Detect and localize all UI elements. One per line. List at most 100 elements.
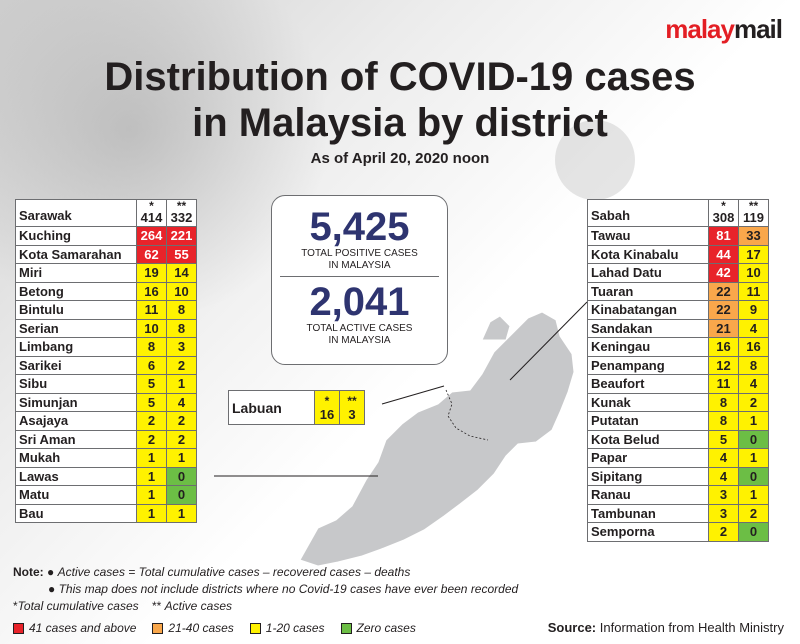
- district-name: Putatan: [587, 411, 709, 431]
- labuan-active: 3: [348, 406, 356, 422]
- district-active: 2: [166, 355, 197, 375]
- district-active: 16: [738, 337, 769, 357]
- district-name: Sarikei: [15, 355, 137, 375]
- page-subtitle: As of April 20, 2020 noon: [310, 150, 490, 167]
- district-total: 42: [708, 263, 739, 283]
- bullet-icon: ●: [48, 582, 56, 596]
- table-row: Kuching 264 221: [15, 226, 197, 246]
- district-total: 3: [708, 503, 739, 523]
- region-name: Sabah: [587, 199, 709, 227]
- district-total: 5: [136, 392, 167, 412]
- total-active-value: 2,041: [309, 280, 410, 324]
- district-name: Asajaya: [15, 411, 137, 431]
- district-name: Kinabatangan: [587, 300, 709, 320]
- district-active: 3: [166, 337, 197, 357]
- district-name: Papar: [587, 448, 709, 468]
- footnote-1: Total cumulative cases: [17, 599, 139, 613]
- table-row: Papar 4 1: [587, 448, 769, 468]
- legend-item: 1-20 cases: [249, 621, 325, 635]
- table-row: Beaufort 11 4: [587, 374, 769, 394]
- district-name: Tambunan: [587, 503, 709, 523]
- table-row: Mukah 1 1: [15, 448, 197, 468]
- district-name: Sibu: [15, 374, 137, 394]
- district-active: 8: [166, 300, 197, 320]
- table-row: Betong 16 10: [15, 281, 197, 301]
- table-row: Limbang 8 3: [15, 337, 197, 357]
- legend-label: 1-20 cases: [265, 621, 325, 635]
- sabah-leader-line: [509, 301, 588, 381]
- table-row: Tambunan 3 2: [587, 503, 769, 523]
- footnote-2: Active cases: [164, 599, 233, 613]
- table-row: Sipitang 4 0: [587, 466, 769, 486]
- column-marker-active: **: [748, 199, 759, 213]
- district-active: 1: [738, 485, 769, 505]
- virus-icon: [555, 120, 635, 200]
- table-row: Matu 1 0: [15, 485, 197, 505]
- district-name: Miri: [15, 263, 137, 283]
- district-total: 5: [708, 429, 739, 449]
- district-active: 2: [738, 392, 769, 412]
- footnote-2-mark: **: [151, 599, 162, 613]
- total-positive-label-2: IN MALAYSIA: [328, 260, 391, 271]
- district-name: Sandakan: [587, 318, 709, 338]
- total-active-label-2: IN MALAYSIA: [328, 335, 391, 346]
- source-credit: Source: Information from Health Ministry: [547, 620, 784, 635]
- district-active: 0: [166, 485, 197, 505]
- national-totals-box: 5,425 TOTAL POSITIVE CASES IN MALAYSIA 2…: [271, 195, 448, 365]
- region-total: 308: [712, 210, 735, 225]
- labuan-total: 16: [319, 406, 335, 422]
- district-active: 4: [738, 318, 769, 338]
- legend-item: Zero cases: [340, 621, 416, 635]
- table-row: Miri 19 14: [15, 263, 197, 283]
- labuan-leader-line: [381, 385, 445, 405]
- district-active: 1: [166, 448, 197, 468]
- table-row: Semporna 2 0: [587, 522, 769, 542]
- table-row: Asajaya 2 2: [15, 411, 197, 431]
- column-marker-active: **: [347, 393, 357, 408]
- district-active: 14: [166, 263, 197, 283]
- column-marker-total: *: [324, 393, 330, 408]
- region-active: 332: [170, 210, 193, 225]
- district-name: Matu: [15, 485, 137, 505]
- district-total: 21: [708, 318, 739, 338]
- district-total: 16: [136, 281, 167, 301]
- table-row: Kunak 8 2: [587, 392, 769, 412]
- district-active: 0: [738, 429, 769, 449]
- district-name: Keningau: [587, 337, 709, 357]
- district-name: Lawas: [15, 466, 137, 486]
- table-row: Bau 1 1: [15, 503, 197, 523]
- district-active: 2: [166, 429, 197, 449]
- district-total: 8: [708, 392, 739, 412]
- district-total: 3: [708, 485, 739, 505]
- footnote-1-mark: *: [13, 599, 18, 613]
- district-name: Lahad Datu: [587, 263, 709, 283]
- legend-label: Zero cases: [356, 621, 416, 635]
- title-line-2: in Malaysia by district: [192, 101, 608, 145]
- district-total: 1: [136, 485, 167, 505]
- district-total: 11: [136, 300, 167, 320]
- district-active: 0: [738, 466, 769, 486]
- legend-item: 41 cases and above: [13, 621, 136, 635]
- district-active: 1: [166, 503, 197, 523]
- legend-swatch: [249, 622, 261, 634]
- table-row: Kota Belud 5 0: [587, 429, 769, 449]
- district-active: 17: [738, 244, 769, 264]
- district-active: 1: [166, 374, 197, 394]
- legend: 41 cases and above 21-40 cases 1-20 cases Z…: [13, 621, 432, 635]
- malaymail-logo: malaymail: [665, 14, 783, 44]
- total-active-label-1: TOTAL ACTIVE CASES: [306, 323, 413, 334]
- note-prefix: Note:: [13, 565, 44, 579]
- district-total: 81: [708, 226, 739, 246]
- bullet-icon: ●: [47, 565, 55, 579]
- district-name: Kunak: [587, 392, 709, 412]
- note-line-2: This map does not include districts wher…: [58, 582, 519, 596]
- district-name: Penampang: [587, 355, 709, 375]
- district-total: 2: [136, 411, 167, 431]
- table-row: Kinabatangan 22 9: [587, 300, 769, 320]
- district-name: Limbang: [15, 337, 137, 357]
- district-active: 1: [738, 411, 769, 431]
- district-active: 0: [738, 522, 769, 542]
- district-total: 1: [136, 466, 167, 486]
- district-total: 2: [708, 522, 739, 542]
- sabah-peninsula: [481, 315, 511, 341]
